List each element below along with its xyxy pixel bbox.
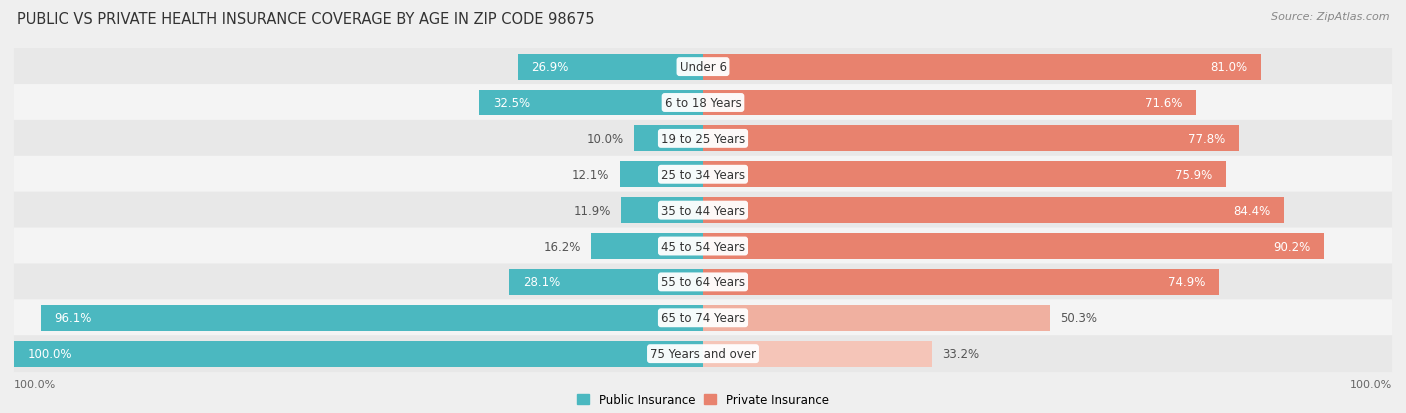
Text: 28.1%: 28.1% xyxy=(523,276,561,289)
Text: 77.8%: 77.8% xyxy=(1188,133,1225,145)
Text: 74.9%: 74.9% xyxy=(1168,276,1205,289)
Bar xyxy=(703,305,1049,331)
Bar xyxy=(703,198,1285,223)
Text: 33.2%: 33.2% xyxy=(942,347,979,360)
Text: 50.3%: 50.3% xyxy=(1060,311,1097,325)
Bar xyxy=(620,162,703,188)
FancyBboxPatch shape xyxy=(14,85,1392,122)
FancyBboxPatch shape xyxy=(14,335,1392,372)
FancyBboxPatch shape xyxy=(14,228,1392,265)
Text: 19 to 25 Years: 19 to 25 Years xyxy=(661,133,745,145)
Text: 16.2%: 16.2% xyxy=(544,240,581,253)
Text: 65 to 74 Years: 65 to 74 Years xyxy=(661,311,745,325)
Bar xyxy=(703,269,1219,295)
Bar xyxy=(592,233,703,259)
Text: 26.9%: 26.9% xyxy=(531,61,569,74)
Text: 45 to 54 Years: 45 to 54 Years xyxy=(661,240,745,253)
Bar xyxy=(703,341,932,367)
FancyBboxPatch shape xyxy=(14,192,1392,229)
Text: 35 to 44 Years: 35 to 44 Years xyxy=(661,204,745,217)
Bar xyxy=(621,198,703,223)
Text: 10.0%: 10.0% xyxy=(586,133,624,145)
Bar xyxy=(703,90,1197,116)
Text: 75.9%: 75.9% xyxy=(1175,169,1212,181)
Legend: Public Insurance, Private Insurance: Public Insurance, Private Insurance xyxy=(572,389,834,411)
Bar xyxy=(703,162,1226,188)
Bar xyxy=(479,90,703,116)
FancyBboxPatch shape xyxy=(14,264,1392,301)
Text: 11.9%: 11.9% xyxy=(574,204,610,217)
Text: 81.0%: 81.0% xyxy=(1211,61,1247,74)
Text: 55 to 64 Years: 55 to 64 Years xyxy=(661,276,745,289)
Bar xyxy=(703,126,1239,152)
FancyBboxPatch shape xyxy=(14,49,1392,86)
Bar xyxy=(517,55,703,81)
Text: 32.5%: 32.5% xyxy=(494,97,530,110)
Text: 75 Years and over: 75 Years and over xyxy=(650,347,756,360)
Bar xyxy=(703,55,1261,81)
FancyBboxPatch shape xyxy=(14,157,1392,193)
Text: 25 to 34 Years: 25 to 34 Years xyxy=(661,169,745,181)
Text: 100.0%: 100.0% xyxy=(28,347,72,360)
Text: 90.2%: 90.2% xyxy=(1274,240,1310,253)
Text: PUBLIC VS PRIVATE HEALTH INSURANCE COVERAGE BY AGE IN ZIP CODE 98675: PUBLIC VS PRIVATE HEALTH INSURANCE COVER… xyxy=(17,12,595,27)
Bar xyxy=(14,341,703,367)
Bar xyxy=(509,269,703,295)
Bar xyxy=(41,305,703,331)
Bar xyxy=(634,126,703,152)
Text: 100.0%: 100.0% xyxy=(14,379,56,389)
Text: 71.6%: 71.6% xyxy=(1144,97,1182,110)
Text: Source: ZipAtlas.com: Source: ZipAtlas.com xyxy=(1271,12,1389,22)
Text: 100.0%: 100.0% xyxy=(1350,379,1392,389)
Text: 96.1%: 96.1% xyxy=(55,311,91,325)
Text: 12.1%: 12.1% xyxy=(572,169,609,181)
Text: 6 to 18 Years: 6 to 18 Years xyxy=(665,97,741,110)
Text: 84.4%: 84.4% xyxy=(1233,204,1271,217)
FancyBboxPatch shape xyxy=(14,299,1392,337)
FancyBboxPatch shape xyxy=(14,121,1392,157)
Bar xyxy=(703,233,1324,259)
Text: Under 6: Under 6 xyxy=(679,61,727,74)
